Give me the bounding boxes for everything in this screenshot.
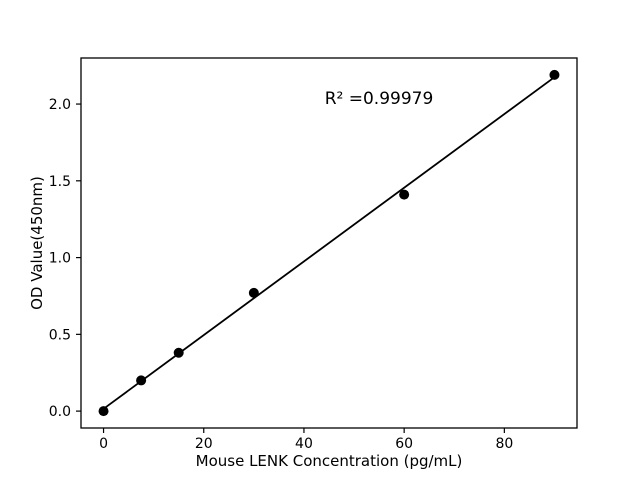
- data-point: [248, 287, 259, 298]
- data-point: [549, 69, 560, 80]
- r-squared-annotation: R² =0.99979: [324, 89, 434, 109]
- y-tick-label: 2.0: [49, 97, 71, 113]
- y-tick-label: 1.5: [49, 174, 71, 190]
- data-point: [173, 347, 184, 358]
- x-tick-label: 60: [395, 436, 413, 452]
- data-point: [399, 189, 410, 200]
- y-tick-label: 1.0: [49, 251, 71, 267]
- y-tick-label: 0.5: [49, 327, 71, 343]
- y-axis-label: OD Value(450nm): [28, 176, 46, 310]
- data-point: [98, 406, 109, 417]
- plot-border: [80, 57, 578, 429]
- x-axis-label: Mouse LENK Concentration (pg/mL): [195, 452, 463, 470]
- trend-line: [103, 76, 555, 410]
- x-tick-label: 40: [295, 436, 313, 452]
- x-tick-label: 80: [495, 436, 513, 452]
- x-tick-label: 20: [195, 436, 213, 452]
- data-point: [136, 375, 147, 386]
- y-tick-label: 0.0: [49, 404, 71, 420]
- x-tick-label: 0: [99, 436, 108, 452]
